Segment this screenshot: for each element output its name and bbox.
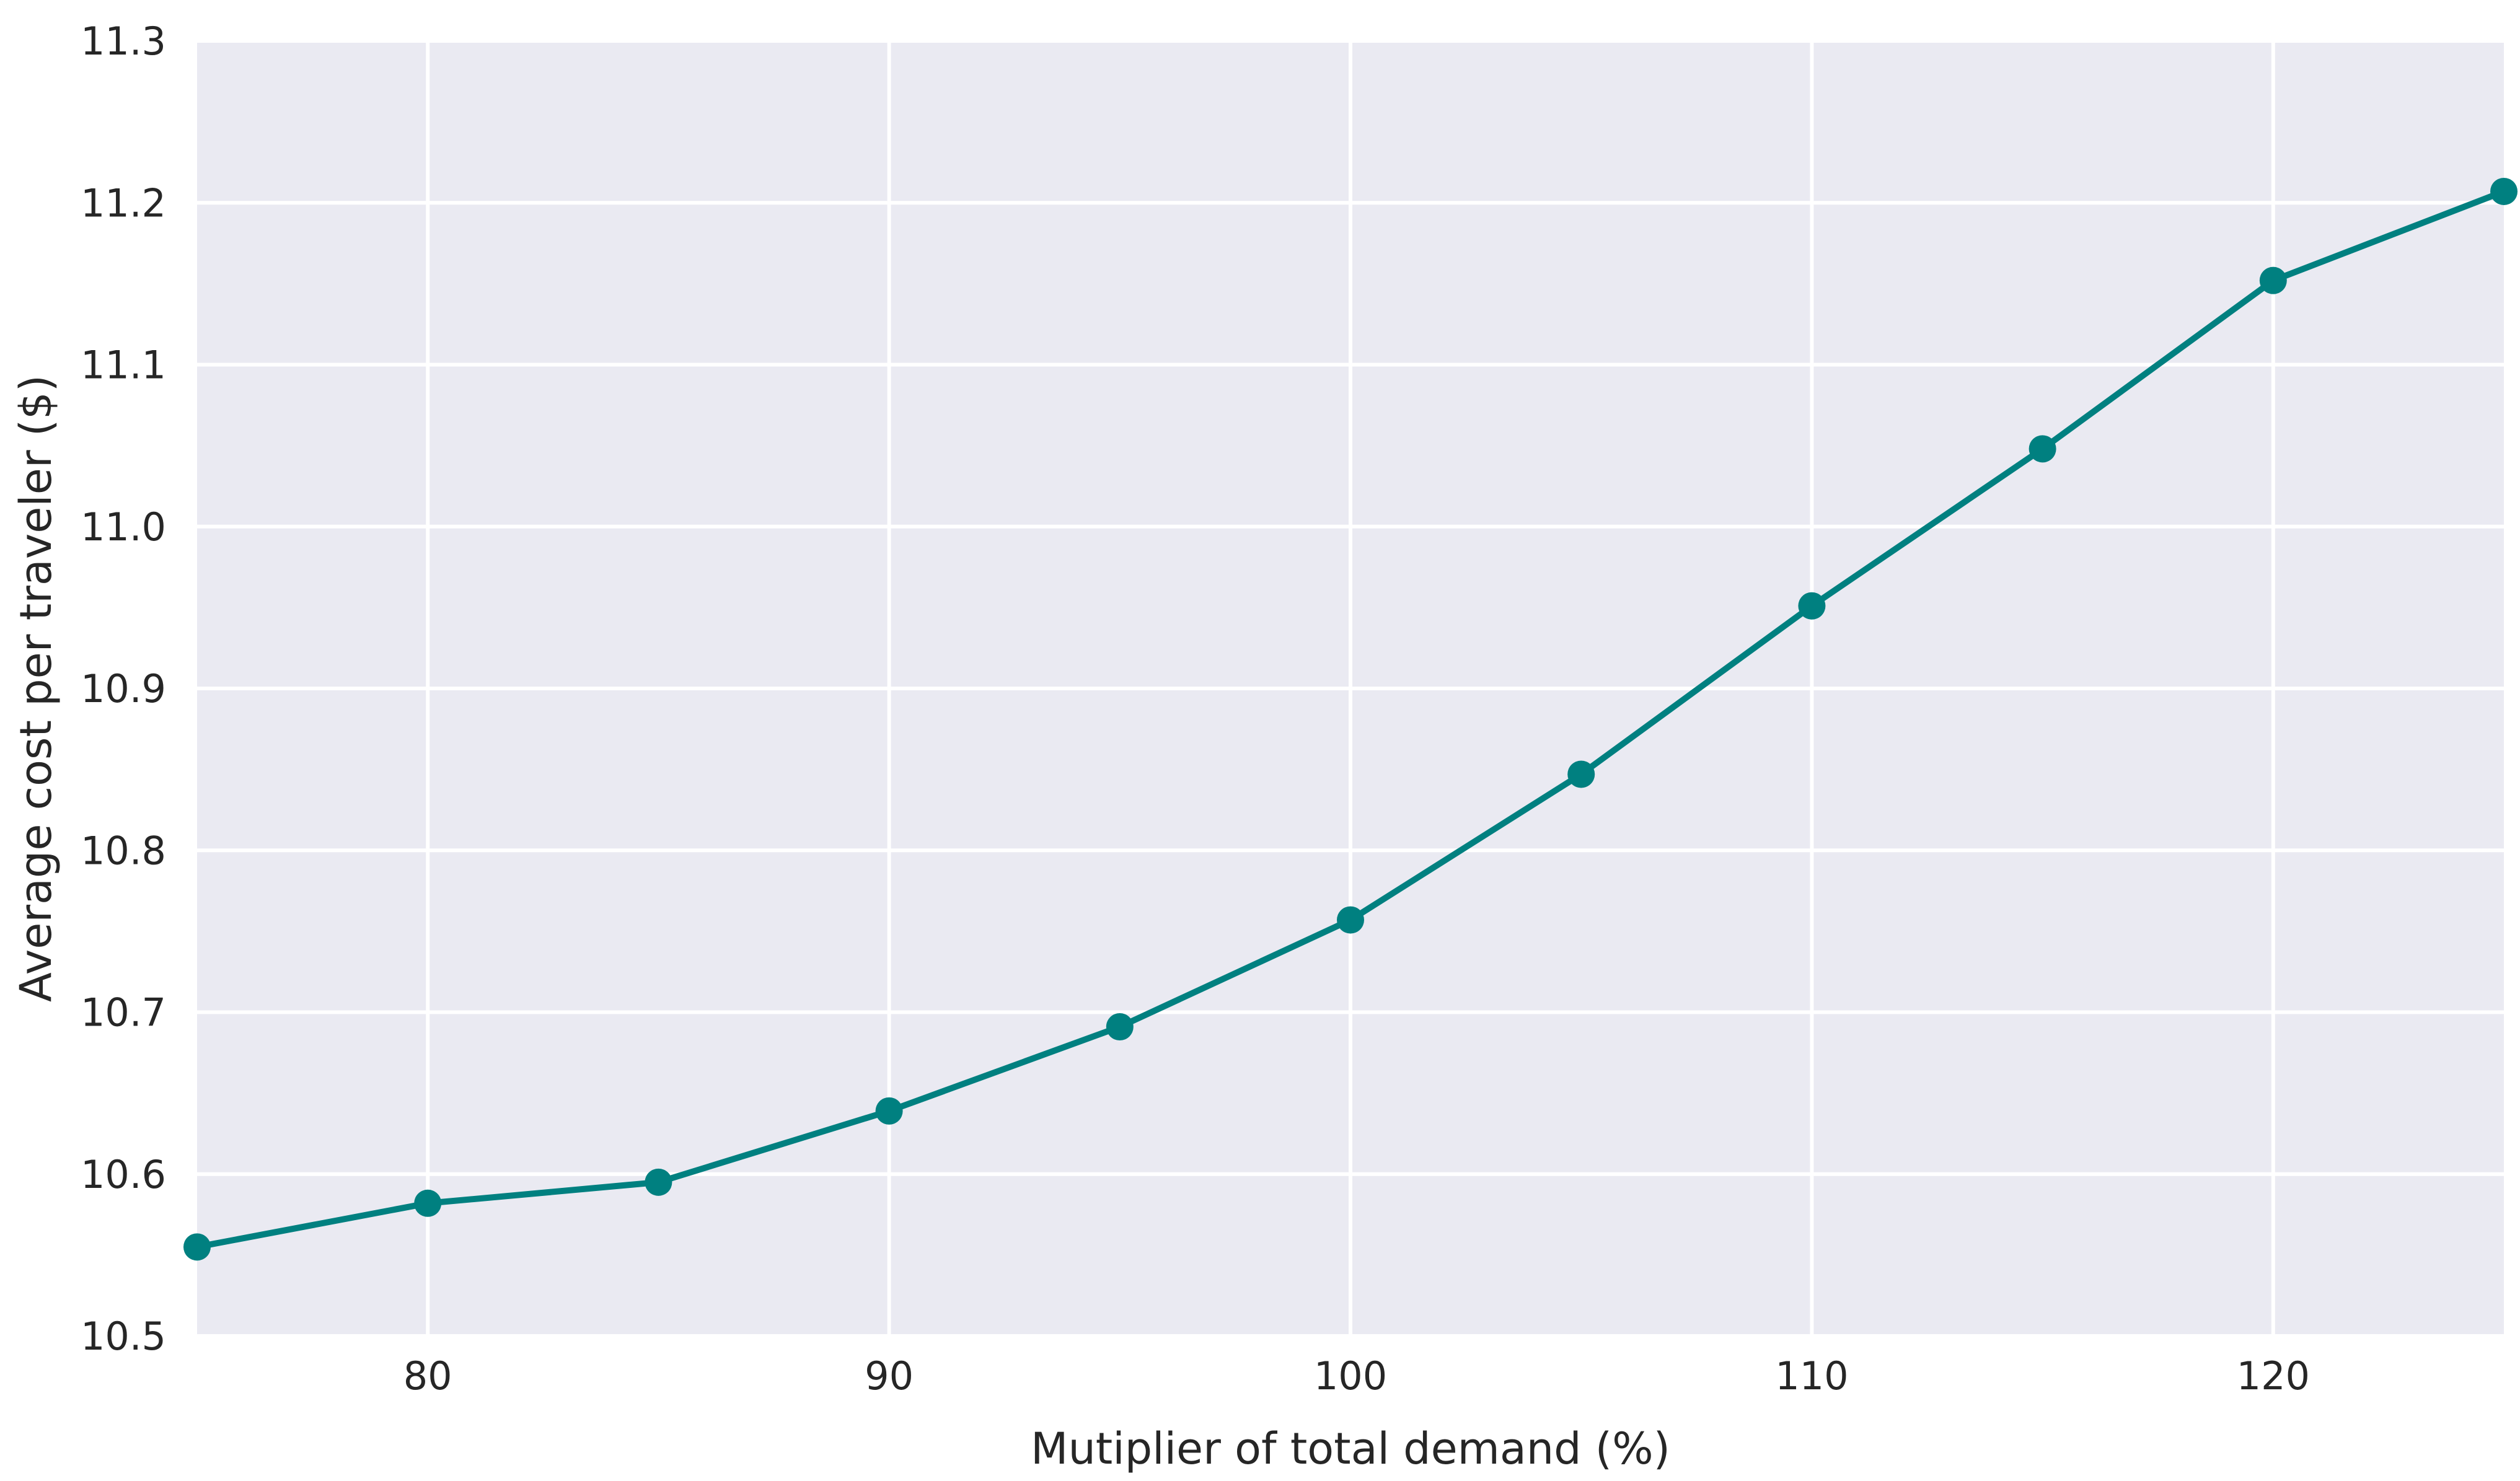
x-tick-label: 100 (1314, 1353, 1387, 1399)
y-axis-label: Average cost per traveler ($) (11, 375, 61, 1002)
data-series (183, 177, 2518, 1261)
y-tick-label: 10.8 (81, 828, 166, 873)
y-tick-label: 11.0 (81, 504, 166, 550)
data-point (1567, 760, 1595, 788)
y-tick-label: 11.1 (81, 343, 166, 388)
y-tick-label: 11.3 (81, 19, 166, 64)
y-tick-label: 11.2 (81, 180, 166, 226)
data-point (414, 1189, 442, 1217)
data-point (2490, 177, 2518, 205)
data-point (2259, 266, 2287, 294)
x-axis-ticks: 80 90 100 110 120 (403, 1353, 2310, 1399)
x-axis-label: Mutiplier of total demand (%) (1031, 1423, 1670, 1474)
data-point (875, 1097, 903, 1125)
x-tick-label: 120 (2237, 1353, 2310, 1399)
x-tick-label: 80 (403, 1353, 452, 1399)
data-point (1106, 1013, 1134, 1041)
y-tick-label: 10.5 (81, 1314, 166, 1359)
y-tick-label: 10.7 (81, 990, 166, 1035)
data-point (2029, 435, 2056, 463)
data-point (1798, 592, 1826, 620)
x-tick-label: 110 (1775, 1353, 1848, 1399)
gridlines (197, 39, 2504, 1338)
x-tick-label: 90 (865, 1353, 914, 1399)
y-tick-label: 10.9 (81, 666, 166, 711)
y-axis-ticks: 10.5 10.6 10.7 10.8 10.9 11.0 11.1 11.2 11.3 (81, 19, 166, 1359)
data-point (645, 1168, 672, 1196)
y-tick-label: 10.6 (81, 1152, 166, 1197)
data-point (1337, 906, 1364, 934)
data-point (183, 1233, 211, 1261)
